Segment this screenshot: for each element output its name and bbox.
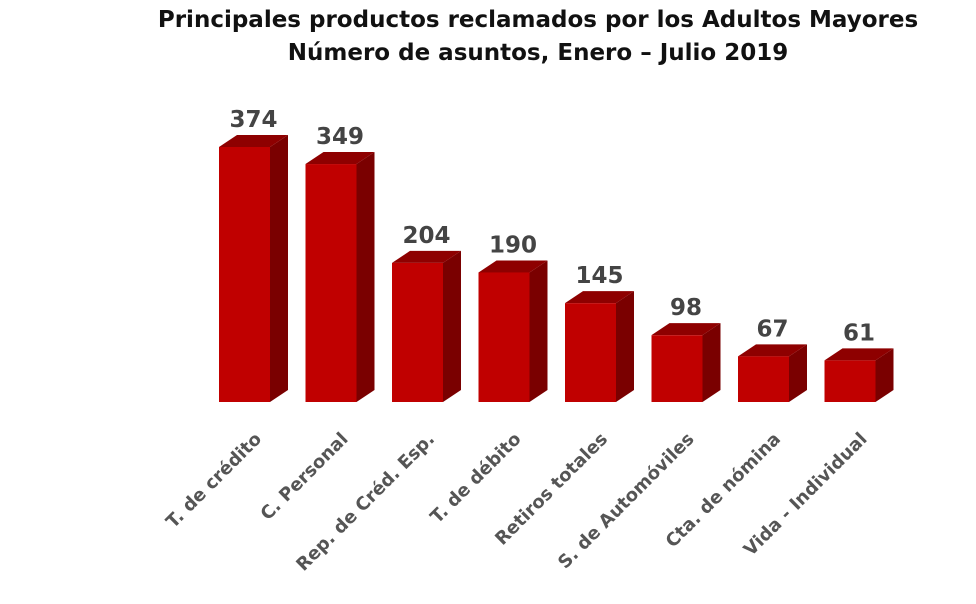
value-label: 145 [575,263,623,289]
bar-top [824,348,894,361]
bar-top [738,344,807,357]
bar [824,360,876,402]
bar-top [219,135,288,147]
bar-top [305,152,375,165]
bar [305,164,357,402]
bar-side [875,348,894,402]
category-label: T. de débito [426,429,525,528]
bar-side [789,344,807,402]
bar-top [478,260,548,273]
value-label: 61 [843,320,875,346]
value-label: 349 [316,124,364,150]
bar-side [443,250,461,402]
bar-side [270,135,288,402]
bar-top [392,250,461,263]
value-label: 98 [670,295,702,321]
bar [565,303,616,402]
category-label: C. Personal [257,429,353,525]
chart-title-line1: Principales productos reclamados por los… [157,7,919,33]
bar-side [702,323,721,402]
bar [478,272,530,402]
chart-subtitle: Número de asuntos, Enero – Julio 2019 [287,40,789,66]
bar-top [651,323,721,336]
value-label: 374 [229,107,277,133]
value-label: 67 [756,316,788,342]
category-label: T. de crédito [162,429,266,533]
bar [219,147,270,402]
value-label: 204 [402,223,450,249]
bar-side [529,260,548,402]
value-label: 190 [489,232,537,258]
chart-title: Principales productos reclamados por los… [100,4,976,70]
bar-side [616,291,634,402]
bar-top [565,291,634,304]
bar [651,335,703,402]
bar [392,262,443,402]
bar [738,356,789,402]
bar-side [356,152,375,402]
